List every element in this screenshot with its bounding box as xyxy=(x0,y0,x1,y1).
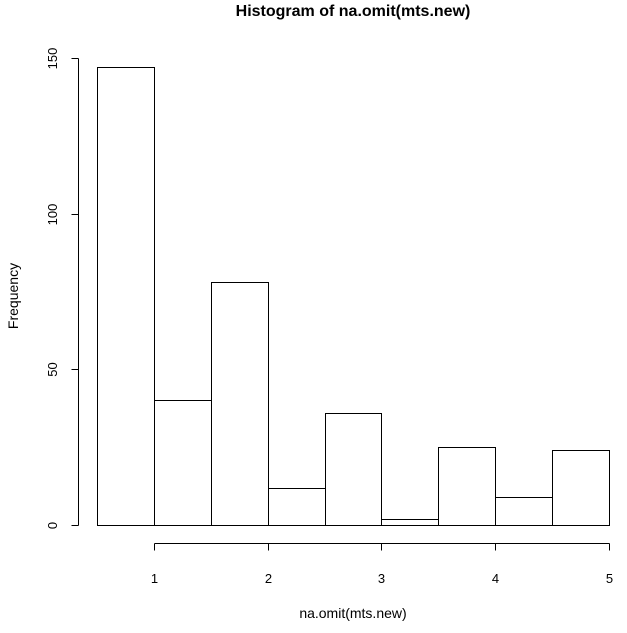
x-tick-label: 5 xyxy=(606,571,613,586)
x-tick-label: 2 xyxy=(265,571,272,586)
histogram-bar xyxy=(438,447,496,526)
y-axis: 0 50 100 150 xyxy=(45,48,79,529)
histogram-bar xyxy=(325,413,382,526)
y-tick-label: 100 xyxy=(45,204,60,226)
y-tick-label: 0 xyxy=(45,522,60,529)
x-axis-label: na.omit(mts.new) xyxy=(299,605,406,621)
x-axis: 1 2 3 4 5 xyxy=(151,543,613,586)
y-tick-label: 50 xyxy=(45,362,60,376)
histogram-bar xyxy=(381,519,439,526)
histogram-bar xyxy=(211,282,269,526)
x-tick-label: 3 xyxy=(378,571,385,586)
bars-group xyxy=(97,67,610,526)
histogram-bar xyxy=(97,67,155,526)
histogram-bar xyxy=(495,497,553,526)
y-axis-label: Frequency xyxy=(5,263,21,329)
chart-title: Histogram of na.omit(mts.new) xyxy=(236,3,471,20)
y-tick-label: 150 xyxy=(45,48,60,70)
histogram-bar xyxy=(268,488,326,526)
histogram-bar xyxy=(552,450,610,526)
histogram-bar xyxy=(154,400,212,526)
x-tick-label: 1 xyxy=(151,571,158,586)
x-tick-label: 4 xyxy=(492,571,499,586)
